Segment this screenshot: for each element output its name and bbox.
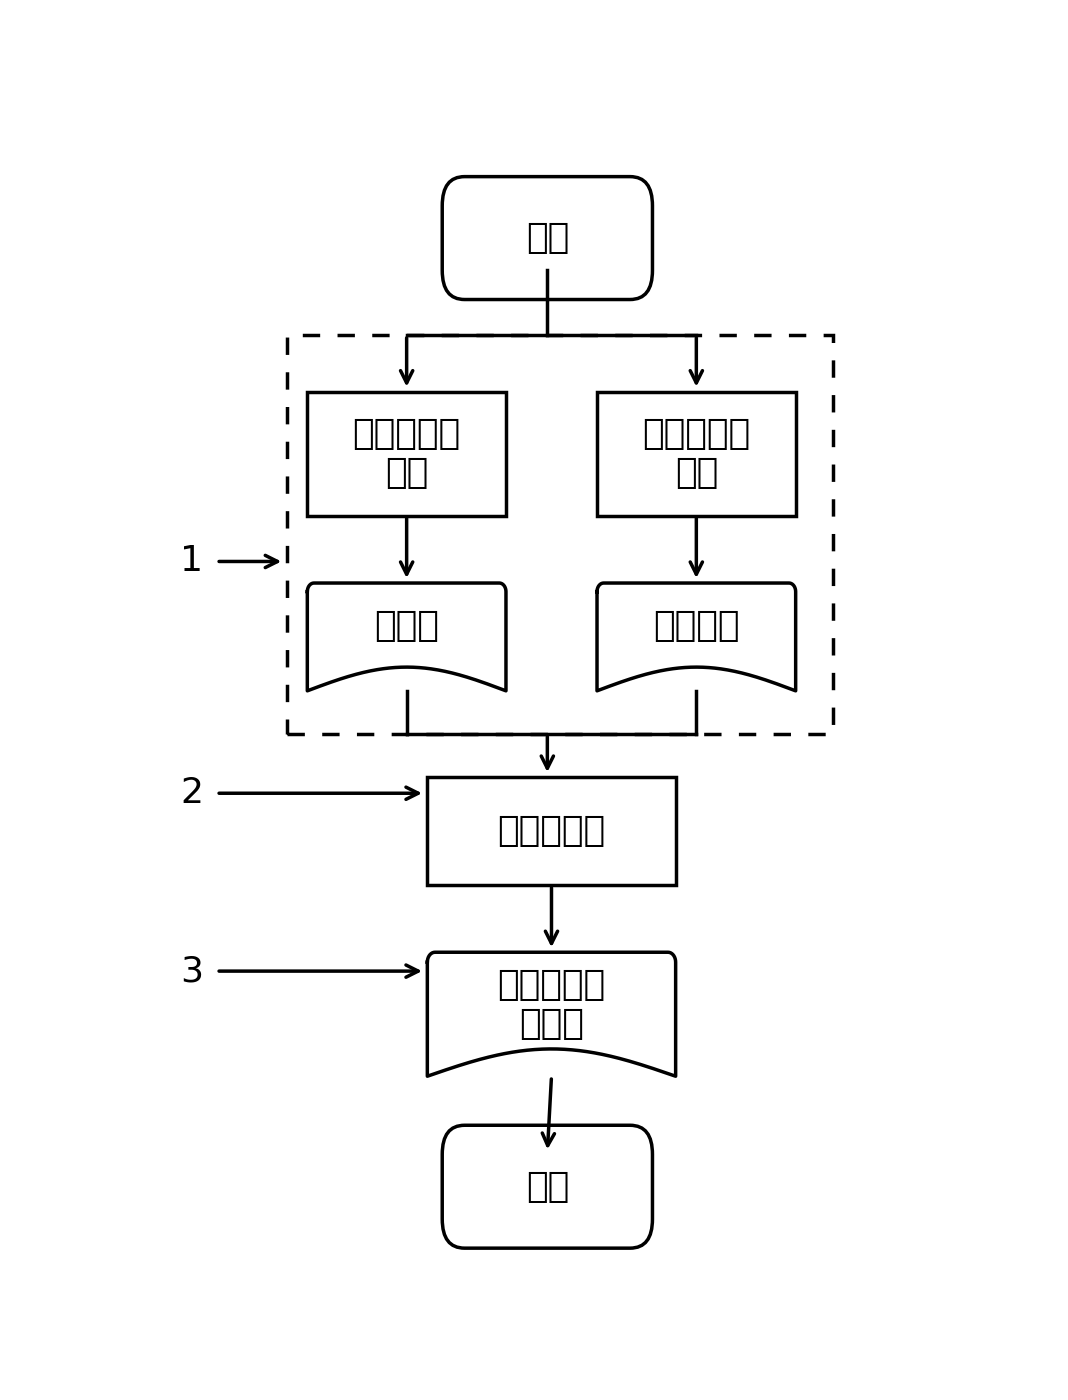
Text: 3: 3 <box>179 955 203 988</box>
Text: 结束: 结束 <box>525 1170 569 1204</box>
Text: 晶格动力学
模拟: 晶格动力学 模拟 <box>352 417 460 490</box>
Text: 热中子散射
数据库: 热中子散射 数据库 <box>498 967 606 1042</box>
Bar <box>427 777 676 885</box>
Text: 2: 2 <box>179 776 203 811</box>
Bar <box>597 392 796 515</box>
FancyBboxPatch shape <box>442 1126 653 1249</box>
Text: 声子谱: 声子谱 <box>374 609 439 643</box>
Text: 1: 1 <box>179 545 203 578</box>
Bar <box>308 392 506 515</box>
Text: 开始: 开始 <box>525 221 569 255</box>
Text: 核数据加工: 核数据加工 <box>498 813 606 848</box>
FancyBboxPatch shape <box>442 176 653 300</box>
Polygon shape <box>427 952 676 1077</box>
Bar <box>286 335 833 734</box>
Polygon shape <box>308 582 506 690</box>
Text: 扩散系数: 扩散系数 <box>654 609 739 643</box>
Polygon shape <box>597 582 796 690</box>
Text: 分子动力学
模拟: 分子动力学 模拟 <box>642 417 751 490</box>
